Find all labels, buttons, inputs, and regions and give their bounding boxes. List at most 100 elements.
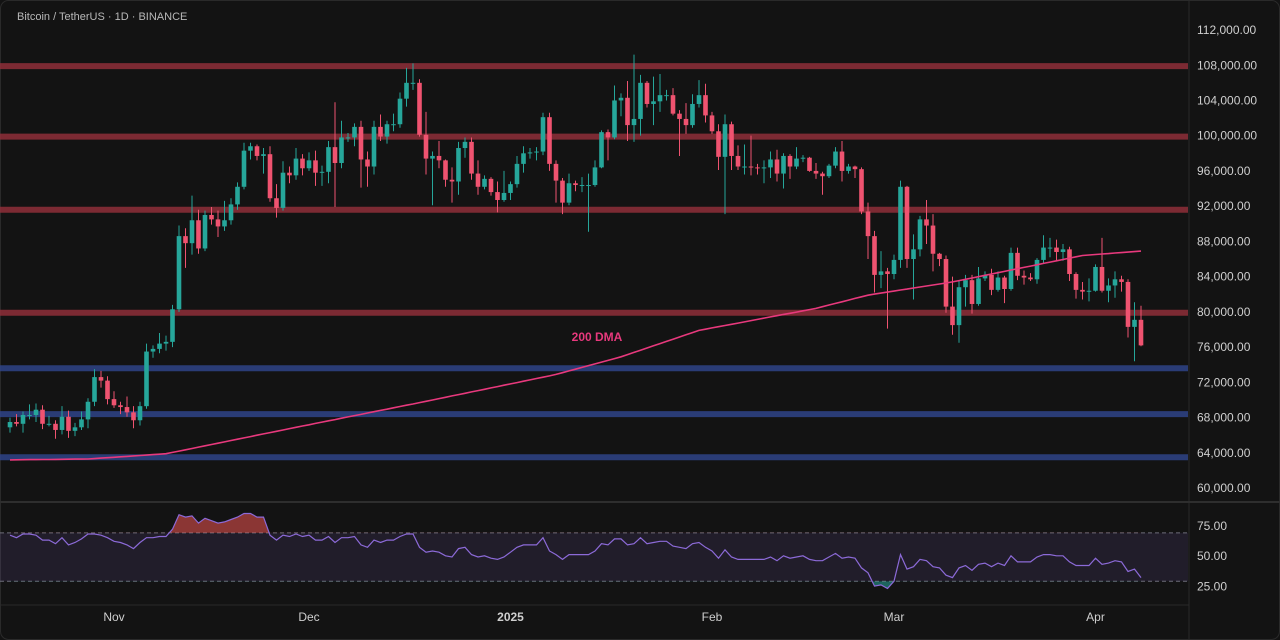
- candle-body: [365, 159, 370, 167]
- chart-title: Bitcoin / TetherUS · 1D · BINANCE: [17, 11, 187, 23]
- candle-body: [787, 155, 793, 167]
- y-tick-label: 92,000.00: [1197, 199, 1251, 213]
- y-tick-label: 108,000.00: [1197, 58, 1257, 72]
- rsi-tick-label: 25.00: [1197, 579, 1227, 593]
- candle-body: [566, 183, 572, 203]
- rsi-tick-label: 50.00: [1197, 549, 1227, 563]
- candle-body: [1060, 249, 1066, 252]
- candle-body: [397, 98, 403, 125]
- candle-body: [612, 100, 617, 138]
- candle-body: [956, 287, 962, 326]
- rsi-tick-label: 75.00: [1197, 519, 1227, 533]
- candle-body: [930, 225, 936, 254]
- candle-body: [410, 82, 416, 84]
- y-tick-label: 80,000.00: [1197, 305, 1251, 319]
- candle-body: [1034, 259, 1040, 280]
- candle-body: [664, 95, 669, 97]
- ma-label: 200 DMA: [572, 330, 623, 344]
- candle-body: [553, 163, 559, 181]
- candle-body: [66, 416, 71, 431]
- candle-body: [131, 412, 136, 421]
- y-tick-label: 64,000.00: [1197, 446, 1251, 460]
- candle-body: [1112, 279, 1118, 286]
- candle-body: [7, 422, 13, 428]
- candle-body: [735, 155, 741, 167]
- candle-body: [1138, 319, 1144, 346]
- candle-body: [937, 253, 942, 260]
- candle-body: [891, 259, 897, 275]
- candle-body: [527, 152, 533, 154]
- overbought-fill: [10, 513, 1141, 533]
- candle-body: [878, 271, 884, 275]
- y-tick-label: 60,000.00: [1197, 481, 1251, 495]
- x-tick-label: Feb: [702, 610, 723, 624]
- candle-body: [657, 95, 663, 102]
- candle-body: [495, 192, 500, 200]
- candle-body: [449, 179, 455, 182]
- candle-body: [950, 306, 955, 326]
- candle-body: [1080, 289, 1085, 292]
- x-tick-label: 2025: [497, 610, 524, 624]
- y-tick-label: 104,000.00: [1197, 93, 1257, 107]
- candle-body: [833, 151, 838, 166]
- candle-body: [677, 113, 682, 119]
- candle-body: [150, 348, 156, 352]
- candle-body: [1106, 285, 1111, 291]
- candle-body: [768, 159, 773, 168]
- candle-body: [202, 214, 208, 249]
- candle-body: [755, 167, 760, 169]
- candle-body: [196, 220, 201, 249]
- candle-body: [670, 95, 676, 114]
- candle-body: [215, 219, 221, 227]
- candle-body: [176, 236, 182, 310]
- candle-body: [794, 158, 799, 167]
- x-tick-label: Mar: [884, 610, 905, 624]
- candle-body: [241, 150, 247, 187]
- candle-body: [748, 166, 754, 168]
- candle-body: [722, 124, 728, 157]
- candle-body: [443, 160, 448, 180]
- candle-body: [1086, 290, 1092, 292]
- candle-body: [430, 155, 435, 159]
- candle-body: [378, 126, 383, 137]
- candle-body: [371, 126, 377, 167]
- candle-body: [293, 158, 299, 176]
- y-tick-label: 72,000.00: [1197, 375, 1251, 389]
- candle-body: [1002, 277, 1007, 289]
- candle-body: [1125, 281, 1131, 327]
- candle-body: [326, 147, 331, 172]
- candle-body: [631, 118, 637, 126]
- candle-body: [911, 249, 916, 260]
- candle-body: [280, 172, 286, 208]
- candle-body: [469, 141, 474, 174]
- candle-body: [774, 159, 780, 174]
- rsi-line: [9, 512, 1142, 590]
- candle-body: [514, 163, 520, 185]
- y-tick-label: 68,000.00: [1197, 411, 1251, 425]
- candle-body: [488, 178, 494, 193]
- candle-body: [274, 198, 279, 208]
- candle-body: [1073, 274, 1079, 290]
- rsi-band-fill: [0, 532, 1188, 582]
- x-tick-label: Dec: [298, 610, 319, 624]
- candle-body: [33, 409, 39, 415]
- candle-body: [696, 95, 702, 104]
- candle-body: [163, 341, 169, 344]
- candle-body: [423, 134, 429, 159]
- candle-body: [501, 192, 507, 200]
- candle-body: [820, 173, 825, 177]
- candle-body: [872, 236, 877, 275]
- candle-body: [761, 167, 767, 169]
- candle-body: [839, 151, 845, 171]
- candle-body: [599, 132, 604, 168]
- candle-body: [1015, 252, 1020, 276]
- candle-body: [683, 118, 689, 126]
- candle-body: [813, 170, 819, 174]
- candle-body: [976, 278, 981, 304]
- plot-layer: 112,000.00 108,000.00 104,000.00 100,000.00…: [0, 23, 1257, 624]
- x-tick-label: Nov: [103, 610, 124, 624]
- candle-body: [1021, 275, 1027, 278]
- candle-body: [436, 155, 442, 161]
- y-tick-label: 112,000.00: [1197, 23, 1256, 37]
